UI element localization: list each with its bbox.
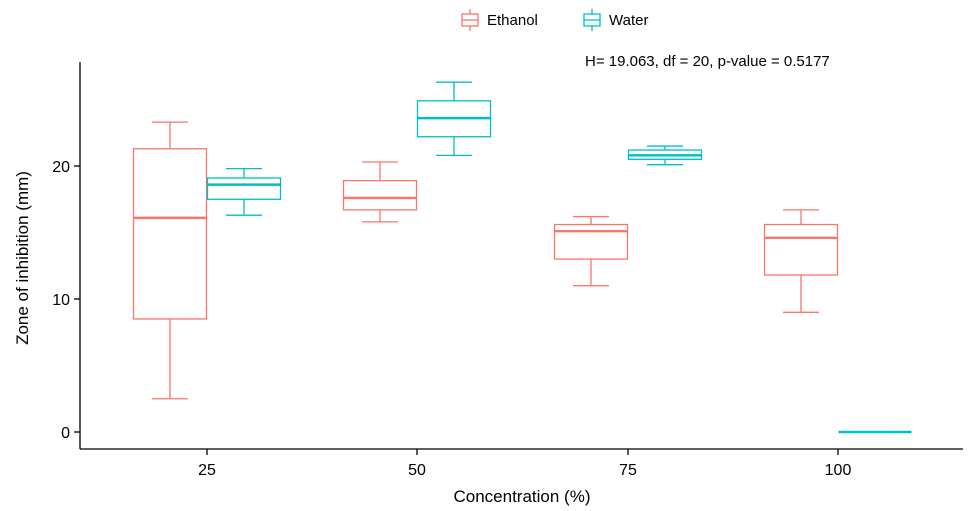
y-tick-label: 20	[52, 159, 70, 176]
box-water-25	[206, 168, 282, 216]
legend: Ethanol Water	[461, 9, 648, 31]
box-water-50	[416, 81, 492, 157]
y-axis-label: Zone of inhibition (mm)	[13, 171, 32, 345]
box-iqr	[763, 223, 839, 276]
box-iqr	[342, 179, 418, 211]
x-tick-label: 50	[408, 462, 426, 479]
box-iqr	[132, 148, 208, 320]
legend-item-ethanol: Ethanol	[461, 9, 538, 31]
box-water-75	[627, 145, 703, 166]
legend-label: Water	[609, 12, 648, 29]
x-tick-label: 25	[198, 462, 216, 479]
plot-area	[132, 81, 912, 434]
x-tick-label: 100	[825, 462, 852, 479]
box-ethanol-75	[553, 215, 629, 287]
axes: 0 10 20 25 50 75 100	[52, 62, 963, 479]
box-iqr	[553, 223, 629, 260]
box-ethanol-25	[132, 121, 208, 400]
y-tick-label: 10	[52, 292, 70, 309]
legend-item-water: Water	[583, 9, 648, 31]
y-tick-label: 0	[61, 425, 70, 442]
x-tick-label: 75	[619, 462, 637, 479]
stats-annotation: H= 19.063, df = 20, p-value = 0.5177	[585, 53, 830, 70]
box-ethanol-100	[763, 209, 839, 313]
legend-label: Ethanol	[487, 12, 538, 29]
box-ethanol-50	[342, 161, 418, 223]
x-axis-label: Concentration (%)	[453, 487, 590, 506]
box-iqr	[206, 177, 282, 200]
